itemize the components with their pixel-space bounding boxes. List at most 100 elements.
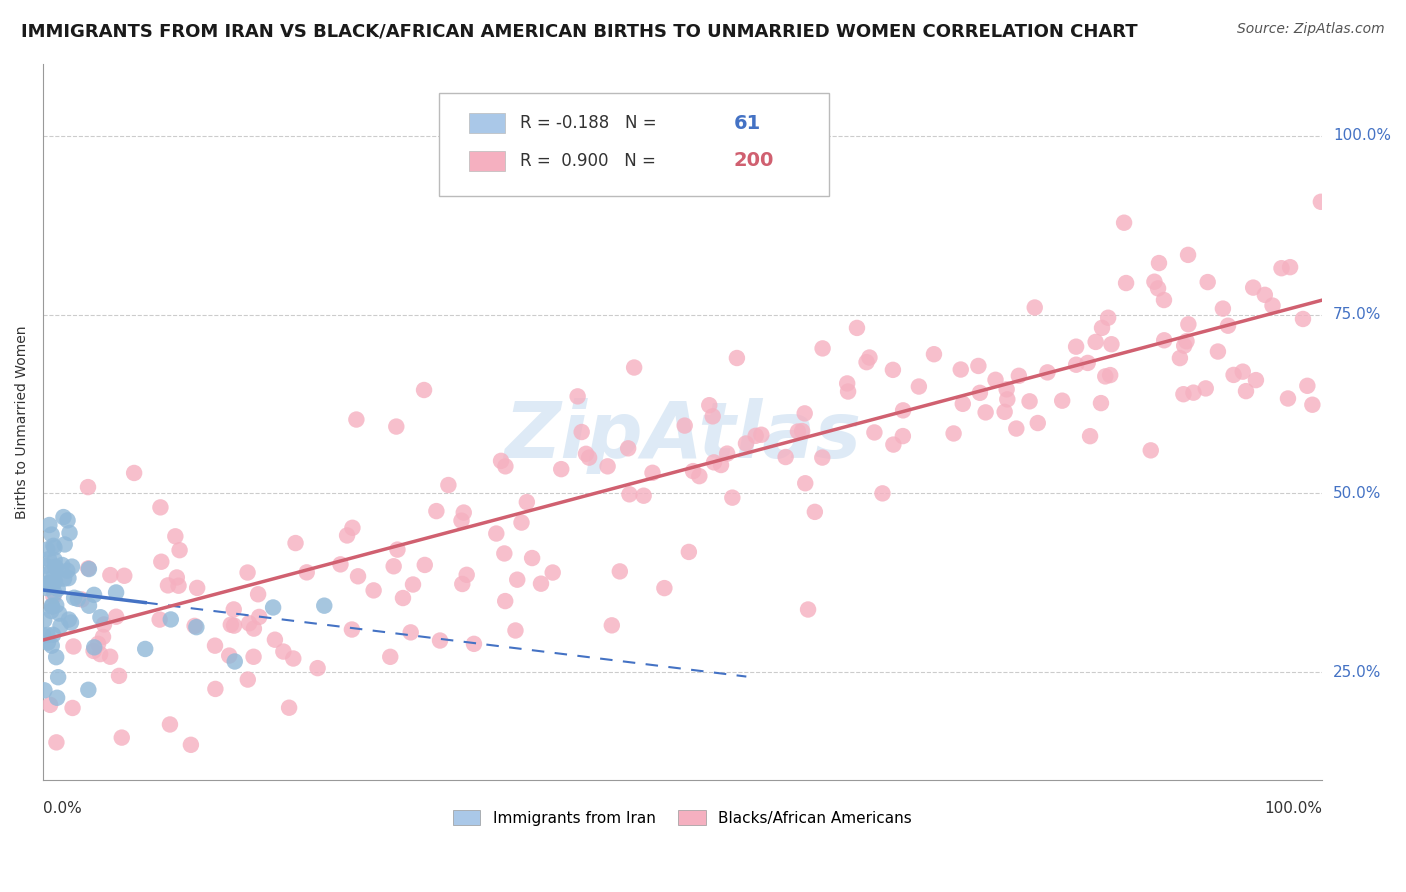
Point bbox=[575, 447, 598, 461]
Point bbox=[77, 480, 100, 494]
Point bbox=[42, 539, 65, 553]
Point bbox=[180, 738, 202, 752]
Point bbox=[1143, 275, 1166, 289]
Point bbox=[1064, 358, 1087, 372]
Point bbox=[1112, 216, 1135, 230]
Point bbox=[994, 405, 1017, 419]
Text: 50.0%: 50.0% bbox=[1333, 486, 1381, 501]
Point bbox=[949, 362, 972, 376]
Point bbox=[307, 661, 329, 675]
Point bbox=[385, 419, 408, 434]
Point bbox=[1008, 368, 1031, 383]
Point bbox=[363, 583, 385, 598]
Point bbox=[703, 455, 725, 469]
Point bbox=[617, 442, 640, 456]
Point bbox=[600, 618, 623, 632]
Text: IMMIGRANTS FROM IRAN VS BLACK/AFRICAN AMERICAN BIRTHS TO UNMARRIED WOMEN CORRELA: IMMIGRANTS FROM IRAN VS BLACK/AFRICAN AM… bbox=[21, 22, 1137, 40]
Point bbox=[41, 599, 63, 614]
FancyBboxPatch shape bbox=[468, 151, 505, 170]
Point bbox=[837, 384, 859, 399]
Point bbox=[967, 359, 990, 373]
Point bbox=[45, 560, 67, 574]
Point bbox=[98, 568, 121, 582]
Point bbox=[51, 558, 73, 572]
Point bbox=[1147, 256, 1170, 270]
Point bbox=[62, 701, 84, 715]
Point bbox=[347, 569, 370, 583]
Point bbox=[863, 425, 886, 440]
Point bbox=[510, 516, 533, 530]
Point bbox=[83, 644, 105, 658]
Point bbox=[242, 649, 264, 664]
Point bbox=[413, 558, 436, 572]
Point bbox=[682, 464, 704, 478]
Point bbox=[437, 478, 460, 492]
Point bbox=[56, 564, 79, 578]
Point bbox=[1153, 293, 1175, 307]
Point bbox=[39, 566, 62, 580]
FancyBboxPatch shape bbox=[440, 93, 830, 196]
Point bbox=[984, 373, 1007, 387]
Point bbox=[284, 536, 307, 550]
Point bbox=[596, 459, 619, 474]
Text: Source: ZipAtlas.com: Source: ZipAtlas.com bbox=[1237, 22, 1385, 37]
Point bbox=[58, 571, 80, 585]
Point bbox=[167, 579, 190, 593]
Point bbox=[1197, 275, 1219, 289]
Point bbox=[1018, 394, 1040, 409]
Point bbox=[344, 412, 367, 426]
Point bbox=[751, 427, 773, 442]
Point bbox=[159, 612, 181, 626]
Point bbox=[41, 599, 63, 613]
Point bbox=[48, 607, 70, 621]
Point bbox=[112, 568, 135, 582]
Point bbox=[45, 735, 67, 749]
Point bbox=[451, 577, 474, 591]
Point bbox=[505, 624, 527, 638]
Point bbox=[108, 669, 131, 683]
Point bbox=[1309, 194, 1331, 209]
Point bbox=[34, 577, 56, 591]
Point bbox=[44, 559, 66, 574]
Point bbox=[247, 587, 270, 601]
Point bbox=[456, 567, 478, 582]
Point bbox=[44, 574, 66, 589]
Point bbox=[42, 569, 65, 583]
Point bbox=[429, 633, 451, 648]
Point bbox=[942, 426, 965, 441]
Point bbox=[744, 429, 766, 443]
Point bbox=[83, 588, 105, 602]
Point bbox=[224, 655, 246, 669]
Point bbox=[804, 505, 827, 519]
Point bbox=[1182, 385, 1205, 400]
Point bbox=[156, 578, 179, 592]
Point bbox=[46, 670, 69, 684]
Point bbox=[506, 573, 529, 587]
Point bbox=[62, 640, 84, 654]
Point bbox=[204, 639, 226, 653]
Point bbox=[336, 528, 359, 542]
Point bbox=[34, 558, 56, 573]
Point bbox=[1241, 280, 1264, 294]
Point bbox=[1097, 310, 1119, 325]
Point bbox=[1077, 356, 1099, 370]
Point bbox=[811, 342, 834, 356]
Point bbox=[995, 382, 1018, 396]
Point bbox=[530, 576, 553, 591]
Point bbox=[489, 454, 512, 468]
Point bbox=[77, 599, 100, 613]
Point bbox=[44, 553, 66, 567]
Point bbox=[37, 635, 59, 649]
Point bbox=[243, 622, 266, 636]
Point bbox=[42, 590, 65, 604]
Point bbox=[1195, 381, 1218, 395]
Point bbox=[550, 462, 572, 476]
Point bbox=[969, 385, 991, 400]
Point bbox=[166, 570, 188, 584]
Point bbox=[1024, 301, 1046, 315]
Point bbox=[1234, 384, 1257, 398]
Y-axis label: Births to Unmarried Women: Births to Unmarried Women bbox=[15, 325, 30, 518]
Point bbox=[38, 552, 60, 566]
Point bbox=[46, 690, 69, 705]
Point bbox=[425, 504, 447, 518]
